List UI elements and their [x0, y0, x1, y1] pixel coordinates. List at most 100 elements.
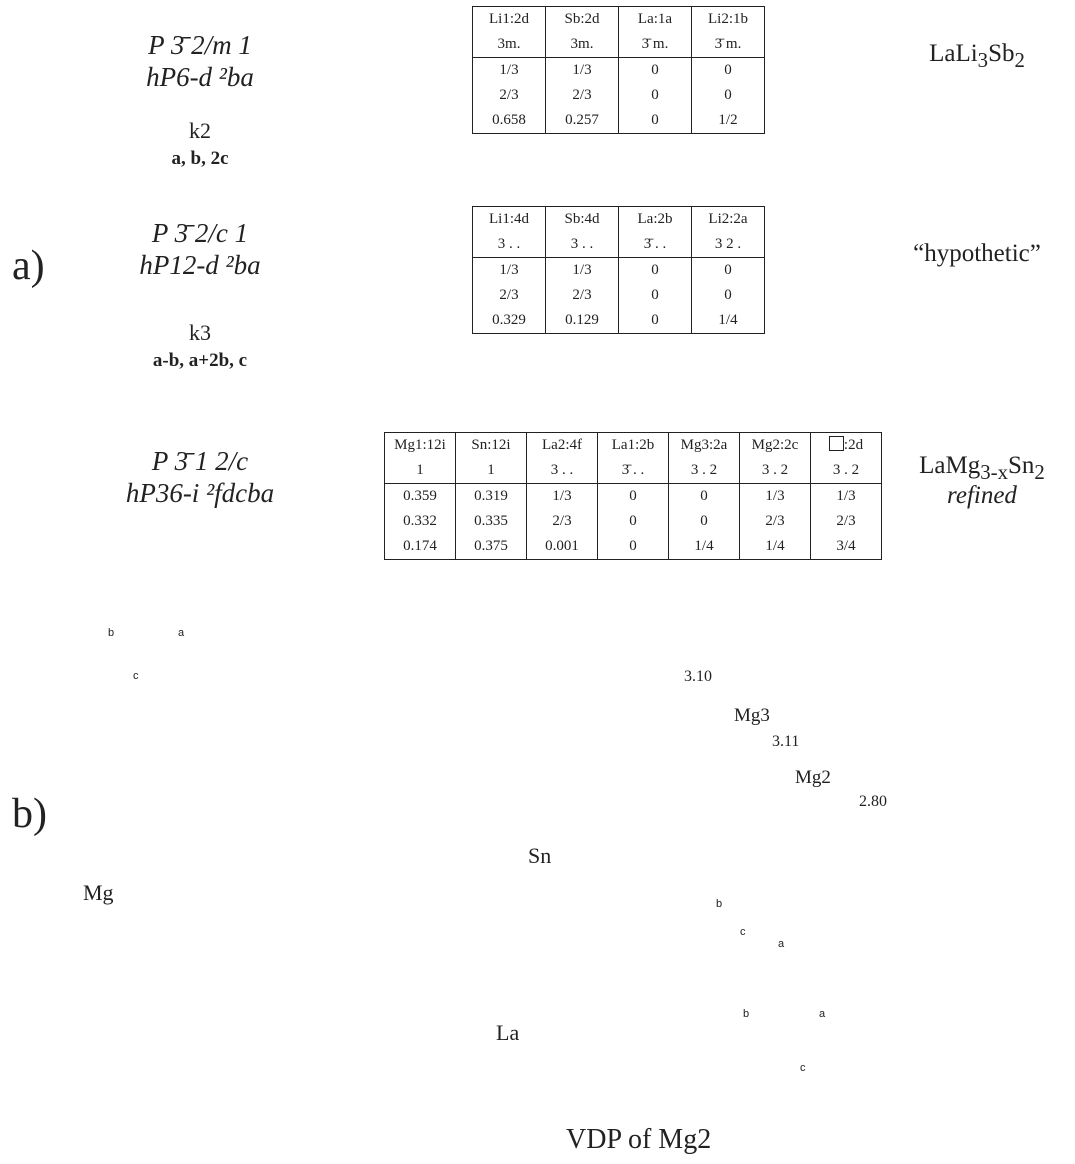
site-label: Sn:12i: [471, 437, 511, 453]
bond: [190, 938, 220, 964]
bond: [134, 659, 541, 741]
axes-3: [758, 1010, 814, 1054]
bond: [162, 763, 192, 789]
mg-atom: [184, 727, 206, 749]
site-header: La:1a 3̄ m.: [618, 6, 692, 58]
wyckoff-table-lamg3sn2: Mg1:12i 1 Sn:12i 1 La2:4f 3 . . La1:2b 3̄ . . Mg…: [384, 432, 882, 560]
site-label: La:1a: [637, 11, 673, 27]
space-group-2: P 3̄ 2/c 1: [151, 218, 249, 248]
bond: [190, 735, 220, 761]
sn-atom: [589, 1071, 607, 1089]
axis-label-c-1: c: [133, 670, 139, 682]
sn-atom: [237, 736, 253, 752]
mg-atom: [314, 886, 336, 908]
sn-atom: [803, 901, 821, 919]
sn-atom: [497, 927, 513, 943]
coord-y: 2/3: [836, 513, 856, 529]
coord-x: 0: [700, 488, 708, 504]
refined-label: refined: [947, 482, 1017, 509]
site-header: Sb:4d 3 . .: [545, 206, 619, 258]
hexagon-layer-drawing: [654, 608, 1061, 937]
coord-x: 1/3: [572, 262, 592, 278]
vdp-caption: VDP of Mg2: [566, 1124, 712, 1155]
bond: [324, 880, 354, 906]
mg-atom: [676, 983, 700, 1007]
la-atom: [284, 650, 314, 680]
coordinate-cell: 1/3 2/3 0.129: [545, 257, 619, 334]
site-header: Li2:2a 3 2 .: [691, 206, 765, 258]
bond: [352, 725, 382, 751]
mg-atom: [219, 721, 241, 743]
bond: [229, 918, 259, 944]
bond: [475, 900, 505, 926]
la-atom: [185, 650, 215, 680]
bond: [134, 864, 541, 946]
mg-atom: [384, 751, 406, 773]
site-symmetry: 3 . 2: [832, 462, 860, 478]
la-atom: [367, 815, 397, 845]
sn-atom: [332, 736, 348, 752]
mg-atom: [529, 719, 551, 741]
coord-x: 0: [629, 488, 637, 504]
bond: [447, 725, 477, 751]
coordinate-cell: 1/3 2/3 3/4: [810, 483, 882, 560]
sn-atom: [169, 879, 185, 895]
mg-atom: [154, 769, 176, 791]
bond: [134, 880, 164, 906]
coord-z: 0.001: [545, 538, 579, 554]
site-symmetry: 3 . 2: [690, 462, 718, 478]
site-symmetry: 3 . 2: [761, 462, 789, 478]
coord-y: 0: [651, 87, 659, 103]
sn-atom: [1040, 826, 1058, 844]
bond: [190, 900, 220, 926]
axis-label-a-1: a: [178, 627, 185, 639]
mg-atom: [384, 916, 406, 938]
bond: [419, 918, 449, 944]
mg-atom: [983, 792, 1007, 816]
coordinate-cell: 0 0 0: [597, 483, 669, 560]
sn-atom: [932, 826, 950, 844]
mg-atom: [314, 721, 336, 743]
mg-atom: [279, 892, 301, 914]
coordinate-cell: 0 0 0: [618, 57, 692, 134]
bond: [380, 900, 410, 926]
bond: [447, 928, 477, 954]
sn-atom: [657, 642, 675, 660]
mg-atom: [124, 721, 146, 743]
compound-label-lamg3sn2: LaMg3-xSn2: [919, 452, 1045, 484]
sn-atom: [272, 780, 288, 796]
la-atom: [641, 1088, 669, 1116]
coord-y: 2/3: [552, 513, 572, 529]
la-atom: [276, 815, 306, 845]
sn-atom: [619, 1083, 637, 1101]
site-header: Li1:4d 3 . .: [472, 206, 546, 258]
coordinate-cell: 1/3 2/3 1/4: [739, 483, 811, 560]
mg-atom: [249, 934, 271, 956]
sn-atom: [142, 736, 158, 752]
coord-z: 0: [651, 112, 659, 128]
bond: [447, 890, 477, 916]
pearson-symbol-3: hP36-i ²fdcba: [125, 478, 275, 508]
mg-atom: [409, 721, 431, 743]
coord-y: 2/3: [765, 513, 785, 529]
mg-atom: [409, 886, 431, 908]
coord-z: 0.375: [474, 538, 508, 554]
sn-atom: [367, 945, 383, 961]
bond: [644, 984, 661, 1011]
la-atom: [276, 1010, 306, 1040]
sn-atom: [177, 780, 193, 796]
bond: [940, 896, 996, 929]
sn-atom: [656, 1019, 674, 1037]
sn-atom: [402, 762, 418, 778]
site-label: Mg1:12i: [394, 437, 446, 453]
sn-atom: [212, 762, 228, 778]
bond: [229, 753, 259, 779]
site-header: Sb:2d 3m.: [545, 6, 619, 58]
sn-atom: [462, 780, 478, 796]
sn-atom: [402, 927, 418, 943]
axis-label-b-3: b: [743, 1008, 750, 1020]
coordinate-cell: 0.319 0.335 0.375: [455, 483, 527, 560]
sn-atom: [212, 927, 228, 943]
la-atom: [641, 924, 669, 952]
site-symmetry: 3m.: [497, 36, 521, 52]
